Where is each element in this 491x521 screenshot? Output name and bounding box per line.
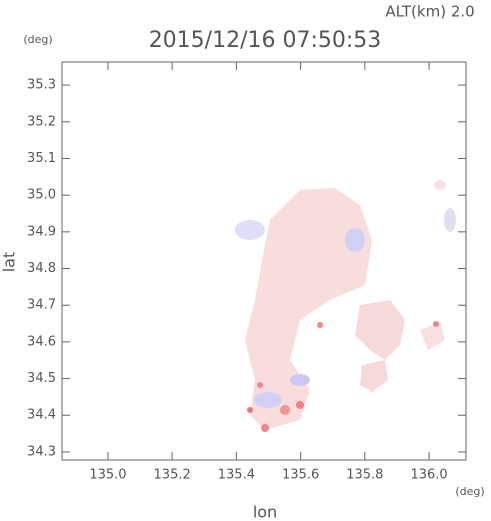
x-tick-label: 135.4 bbox=[218, 468, 255, 483]
y-tick-label: 34.3 bbox=[27, 444, 56, 459]
x-axis-label: lon bbox=[253, 503, 277, 521]
y-tick-label: 35.1 bbox=[27, 151, 56, 166]
plot-frame bbox=[61, 61, 467, 461]
chart-title: 2015/12/16 07:50:53 bbox=[149, 28, 382, 53]
y-unit: (deg) bbox=[23, 33, 52, 46]
altitude-label: ALT(km) 2.0 bbox=[385, 3, 474, 21]
x-tick-label: 135.6 bbox=[282, 468, 319, 483]
radar-echo bbox=[235, 180, 456, 432]
x-tick-label: 135.0 bbox=[89, 468, 126, 483]
y-tick-label: 34.6 bbox=[27, 334, 56, 349]
y-tick-label: 35.0 bbox=[27, 188, 56, 203]
y-tick-label: 35.2 bbox=[27, 114, 56, 129]
y-tick-label: 34.5 bbox=[27, 371, 56, 386]
x-tick-label: 135.2 bbox=[154, 468, 191, 483]
y-axis-label: lat bbox=[0, 252, 19, 273]
y-tick-label: 34.9 bbox=[27, 224, 56, 239]
x-unit: (deg) bbox=[455, 485, 484, 498]
x-tick-label: 136.0 bbox=[410, 468, 447, 483]
y-tick-label: 34.4 bbox=[27, 408, 56, 423]
y-tick-label: 34.7 bbox=[27, 298, 56, 313]
y-tick-label: 35.3 bbox=[27, 78, 56, 93]
y-tick-label: 34.8 bbox=[27, 261, 56, 276]
x-tick-label: 135.8 bbox=[346, 468, 383, 483]
